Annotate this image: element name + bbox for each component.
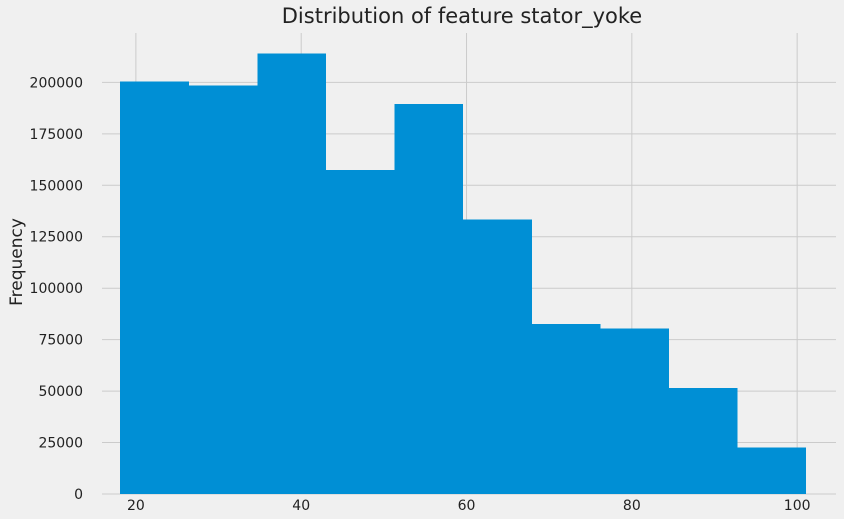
- x-tick-label: 40: [292, 498, 310, 514]
- histogram-bar: [463, 219, 532, 494]
- y-tick-label: 200000: [30, 75, 83, 91]
- x-tick-labels: 20 40 60 80 100: [127, 498, 811, 514]
- x-tick-label: 60: [458, 498, 476, 514]
- histogram-bar: [188, 85, 258, 494]
- histogram-bar: [394, 104, 464, 495]
- x-tick-label: 100: [784, 498, 811, 514]
- y-axis-label: Frequency: [7, 218, 27, 306]
- x-tick-label: 80: [623, 498, 641, 514]
- y-tick-labels: 0 25000 50000 75000 100000 125000 150000 175000…: [30, 75, 83, 503]
- y-tick-label: 175000: [30, 127, 83, 143]
- chart-title: Distribution of feature stator_yoke: [282, 4, 642, 29]
- histogram-bar: [531, 324, 601, 494]
- bars-layer: [120, 53, 807, 495]
- histogram-bar: [737, 447, 807, 494]
- y-tick-label: 25000: [38, 436, 83, 452]
- histogram-bar: [257, 53, 327, 495]
- y-tick-label: 0: [74, 487, 83, 503]
- histogram-bar: [669, 388, 738, 494]
- y-tick-label: 100000: [30, 281, 83, 297]
- histogram-bar: [120, 81, 189, 495]
- histogram-bar: [600, 328, 670, 494]
- x-tick-label: 20: [127, 498, 145, 514]
- y-tick-label: 50000: [38, 384, 83, 400]
- y-tick-label: 75000: [38, 333, 83, 349]
- histogram-bar: [326, 169, 395, 494]
- y-tick-label: 150000: [30, 178, 83, 194]
- y-tick-label: 125000: [30, 230, 83, 246]
